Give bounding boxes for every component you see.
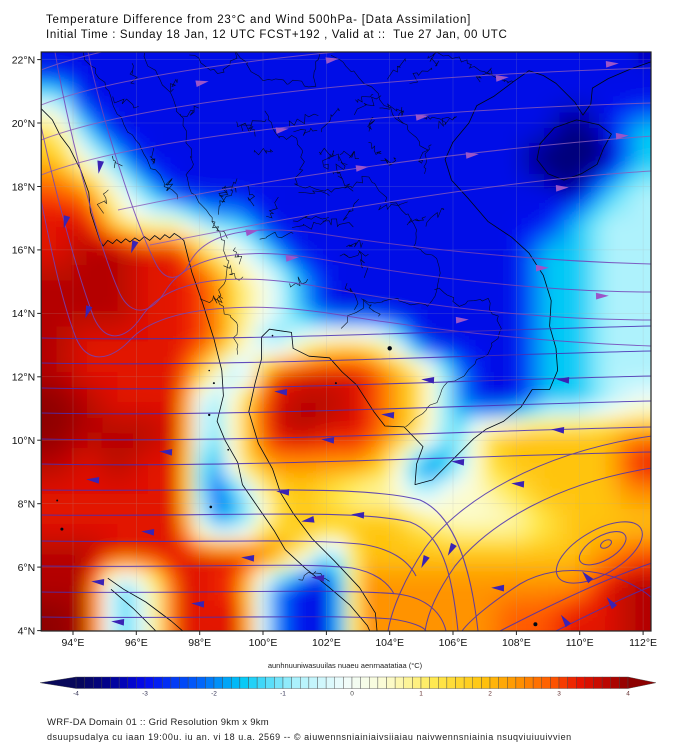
svg-text:6°N: 6°N [18, 562, 36, 574]
svg-text:104°E: 104°E [375, 637, 404, 649]
svg-text:14°N: 14°N [12, 308, 35, 320]
svg-text:108°E: 108°E [502, 637, 531, 649]
svg-text:20°N: 20°N [12, 118, 35, 130]
svg-text:4: 4 [626, 691, 630, 698]
svg-text:-2: -2 [211, 691, 217, 698]
svg-text:1: 1 [419, 691, 423, 698]
svg-text:-1: -1 [280, 691, 286, 698]
svg-text:aunhnuuniwasuuilas nuaeu aenrn: aunhnuuniwasuuilas nuaeu aenrnaatatiaa (… [268, 661, 423, 670]
svg-text:4°N: 4°N [18, 625, 36, 637]
svg-text:3: 3 [557, 691, 561, 698]
svg-text:dsuupsudalya cu iaan 19:00u. i: dsuupsudalya cu iaan 19:00u. iu an. vi 1… [47, 732, 572, 742]
svg-text:8°N: 8°N [18, 499, 36, 511]
svg-text:18°N: 18°N [12, 181, 35, 193]
svg-text:12°N: 12°N [12, 372, 35, 384]
svg-text:98°E: 98°E [188, 637, 211, 649]
svg-text:-3: -3 [142, 691, 148, 698]
svg-text:Temperature Difference from 23: Temperature Difference from 23°C and Win… [46, 14, 471, 26]
svg-text:96°E: 96°E [125, 637, 148, 649]
svg-text:22°N: 22°N [12, 54, 35, 66]
svg-text:Initial Time : Sunday 18 Jan,: Initial Time : Sunday 18 Jan, 12 UTC FCS… [46, 29, 507, 41]
svg-text:WRF-DA Domain 01 :: Grid Resol: WRF-DA Domain 01 :: Grid Resolution 9km … [47, 717, 269, 728]
svg-text:110°E: 110°E [566, 637, 594, 649]
svg-text:0: 0 [350, 691, 354, 698]
svg-text:10°N: 10°N [12, 435, 35, 447]
svg-text:102°E: 102°E [312, 637, 341, 649]
svg-text:2: 2 [488, 691, 492, 698]
svg-text:112°E: 112°E [629, 637, 657, 649]
svg-text:-4: -4 [73, 691, 79, 698]
svg-text:100°E: 100°E [249, 637, 278, 649]
svg-text:16°N: 16°N [12, 245, 35, 257]
svg-text:94°E: 94°E [62, 637, 85, 649]
svg-text:106°E: 106°E [439, 637, 468, 649]
